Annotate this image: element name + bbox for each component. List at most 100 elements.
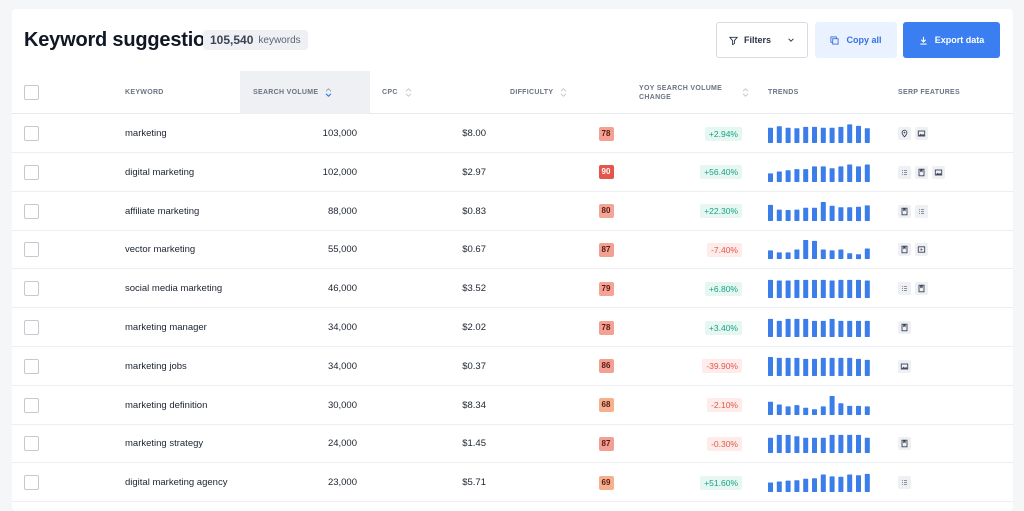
keyword-cell[interactable]: marketing strategy (125, 438, 204, 450)
cpc-cell: $3.52 (462, 283, 486, 295)
table-row[interactable]: marketing 103,000 $8.00 78 +2.94% (12, 114, 1013, 153)
image-icon[interactable] (932, 165, 945, 179)
search-volume-cell: 88,000 (327, 205, 357, 217)
bookmark-icon[interactable] (915, 165, 928, 179)
trend-bar (864, 280, 870, 299)
table-row[interactable]: marketing strategy 24,000 $1.45 87 -0.30… (12, 424, 1013, 464)
column-header-keyword[interactable]: KEYWORD (125, 71, 164, 114)
row-checkbox[interactable] (24, 320, 39, 335)
trend-bar (768, 482, 773, 493)
list-icon[interactable] (898, 165, 911, 179)
difficulty-badge: 86 (598, 359, 614, 374)
keyword-cell[interactable]: vector marketing (125, 244, 196, 256)
video-icon[interactable] (915, 243, 928, 257)
trend-bar (812, 320, 817, 337)
difficulty-cell: 79 (598, 269, 614, 308)
search-volume-cell: 23,000 (327, 477, 357, 489)
table-row[interactable]: digital marketing agency 23,000 $5.71 69… (12, 463, 1013, 503)
trend-bar (864, 359, 870, 376)
yoy-change-cell: +22.30% (652, 192, 742, 231)
trend-bar (829, 318, 835, 337)
bookmark-icon[interactable] (915, 282, 928, 296)
trend-bar (847, 164, 853, 182)
column-header-difficulty[interactable]: DIFFICULTY (510, 71, 567, 114)
keyword-cell[interactable]: digital marketing agency (125, 477, 228, 489)
bookmark-icon[interactable] (898, 437, 911, 451)
list-icon[interactable] (915, 204, 928, 218)
row-checkbox[interactable] (24, 203, 39, 219)
keyword-suggestions-panel: Keyword suggestions 105,540 keywords Fil… (12, 9, 1013, 511)
yoy-change-cell: -0.30% (652, 424, 742, 463)
cpc-cell: $0.83 (462, 205, 486, 217)
table-row[interactable]: affiliate marketing 88,000 $0.83 80 +22.… (12, 192, 1013, 231)
image-icon[interactable] (898, 359, 911, 373)
table-row[interactable]: marketing manager 34,000 $2.02 78 +3.40% (12, 308, 1013, 347)
row-checkbox[interactable] (24, 475, 39, 491)
trend-bar (794, 168, 800, 182)
row-checkbox[interactable] (24, 126, 39, 141)
keyword-count: 105,540 (210, 33, 254, 47)
table-header: KEYWORD SEARCH VOLUME CPC DIFFICULTY YOY… (12, 71, 1013, 114)
table-row[interactable]: digital marketing 102,000 $2.97 90 +56.4… (12, 153, 1013, 192)
trend-sparkline (768, 280, 870, 299)
table-row[interactable]: marketing jobs 34,000 $0.37 86 -39.90% (12, 347, 1013, 386)
column-header-serp-features: SERP FEATURES (898, 71, 960, 114)
select-all-checkbox[interactable] (24, 85, 39, 100)
trend-bar (856, 206, 861, 221)
list-icon[interactable] (898, 476, 911, 490)
keyword-header-label: KEYWORD (125, 89, 164, 96)
column-header-yoy[interactable]: YOY SEARCH VOLUME CHANGE (639, 71, 749, 114)
row-checkbox[interactable] (24, 164, 39, 180)
image-icon[interactable] (915, 127, 928, 140)
search-volume-cell: 102,000 (322, 166, 357, 178)
row-checkbox[interactable] (24, 436, 39, 452)
trend-bar (864, 248, 870, 260)
list-icon[interactable] (898, 282, 911, 296)
trend-bar (776, 171, 782, 182)
search-volume-cell: 24,000 (327, 438, 357, 450)
table-row[interactable]: marketing definition 30,000 $8.34 68 -2.… (12, 386, 1013, 425)
serp-features-cell (898, 308, 911, 347)
row-checkbox[interactable] (24, 281, 39, 297)
bookmark-icon[interactable] (898, 204, 911, 218)
keyword-cell[interactable]: marketing jobs (125, 360, 187, 372)
trend-bar (838, 166, 844, 182)
column-header-cpc[interactable]: CPC (382, 71, 412, 114)
keyword-cell[interactable]: marketing (125, 128, 167, 139)
yoy-change-badge: +2.94% (704, 126, 742, 141)
trend-cell (768, 424, 872, 463)
bookmark-icon[interactable] (898, 243, 911, 257)
keyword-cell[interactable]: digital marketing (125, 166, 195, 178)
trend-bar (768, 127, 773, 143)
cpc-cell: $8.00 (462, 128, 486, 139)
trend-bar (847, 357, 853, 376)
yoy-change-badge: -39.90% (702, 359, 742, 374)
trend-bar (856, 435, 861, 454)
export-data-button[interactable]: Export data (903, 22, 1000, 58)
keyword-cell[interactable]: marketing definition (125, 399, 208, 411)
trend-bar (829, 168, 835, 182)
row-checkbox[interactable] (24, 358, 39, 374)
trend-bar (794, 249, 800, 260)
column-header-search-volume[interactable]: SEARCH VOLUME (240, 71, 370, 114)
keyword-cell[interactable]: social media marketing (125, 283, 223, 295)
trend-bar (803, 240, 809, 260)
trend-sparkline (768, 201, 870, 221)
trend-bar (776, 252, 782, 260)
row-checkbox[interactable] (24, 242, 39, 258)
row-checkbox[interactable] (24, 397, 39, 413)
location-pin-icon[interactable] (898, 127, 911, 140)
keyword-count-badge: 105,540 keywords (203, 30, 308, 50)
trend-bar (794, 404, 800, 415)
trend-bar (785, 252, 791, 260)
bookmark-icon[interactable] (898, 321, 911, 334)
copy-all-button[interactable]: Copy all (815, 22, 897, 58)
filters-button[interactable]: Filters (716, 22, 808, 58)
trend-sparkline (768, 318, 870, 337)
keyword-cell[interactable]: marketing manager (125, 322, 207, 333)
difficulty-cell: 68 (598, 386, 614, 425)
table-row[interactable]: social media marketing 46,000 $3.52 79 +… (12, 269, 1013, 309)
keyword-cell[interactable]: affiliate marketing (125, 205, 200, 217)
trend-bar (829, 205, 835, 221)
table-row[interactable]: vector marketing 55,000 $0.67 87 -7.40% (12, 230, 1013, 270)
